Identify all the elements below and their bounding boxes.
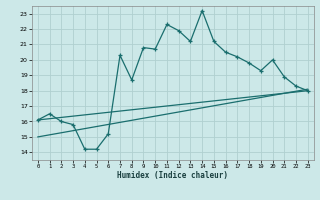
X-axis label: Humidex (Indice chaleur): Humidex (Indice chaleur)	[117, 171, 228, 180]
